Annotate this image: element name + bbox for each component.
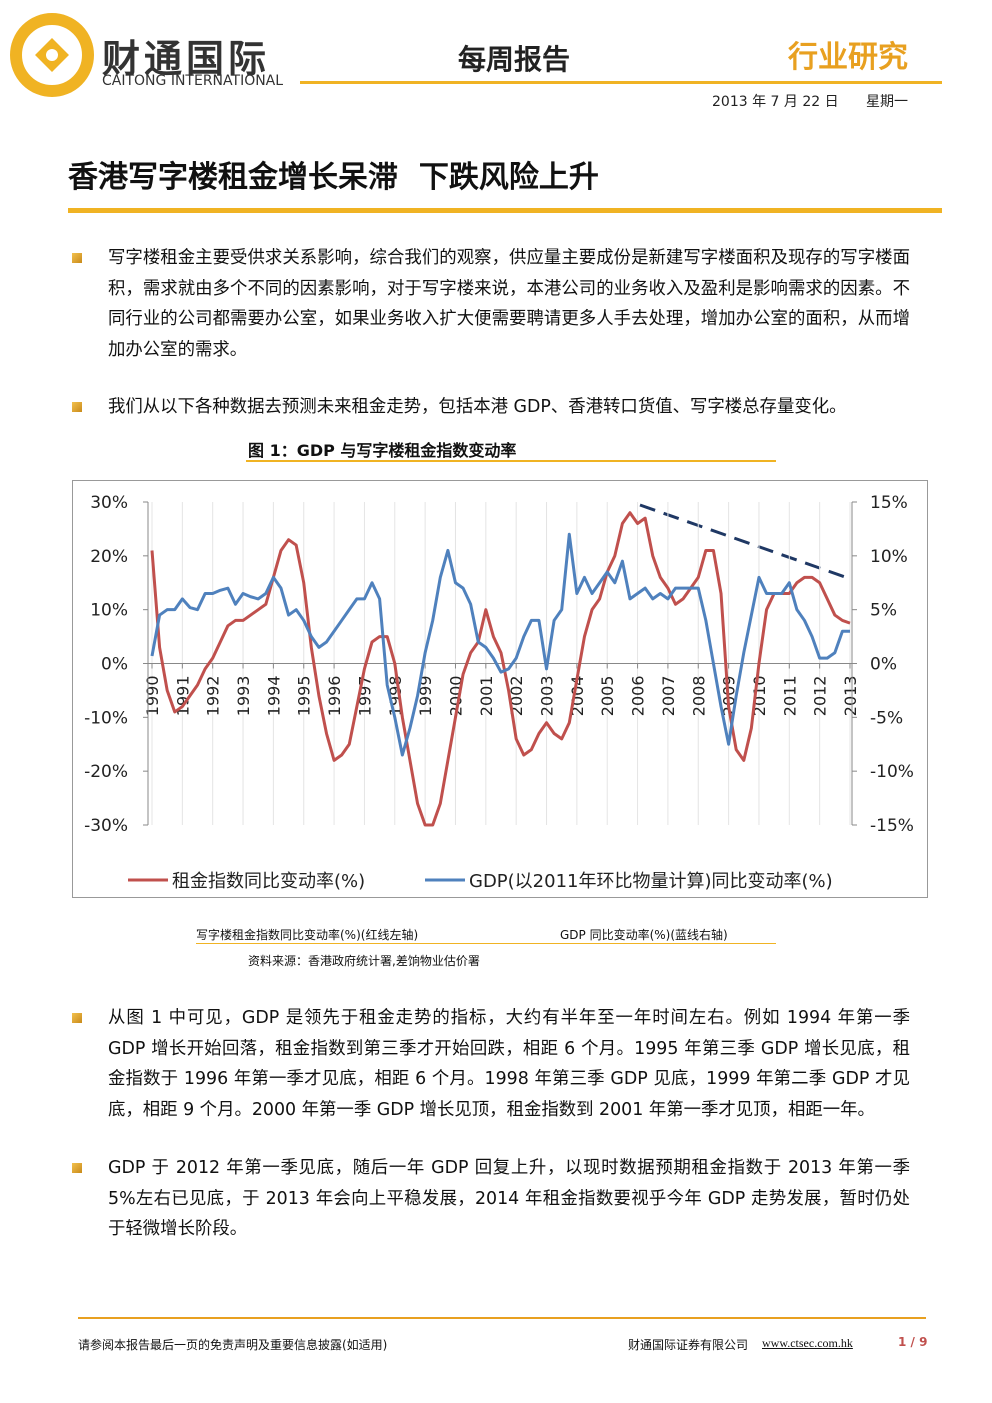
y-tick-label: 30%	[90, 493, 128, 513]
footer-company: 财通国际证券有限公司	[628, 1338, 749, 1352]
figure-note: 写字楼租金指数同比变动率(%)(红线左轴)	[196, 928, 419, 942]
section: 行业研究	[788, 40, 908, 75]
x-tick-label: 1992	[204, 676, 223, 717]
title: 香港写字楼租金增长呆滞 下跌风险上升	[68, 160, 599, 195]
chart-frame	[72, 480, 928, 898]
bullet	[72, 253, 82, 263]
y-tick-label: 10%	[90, 601, 128, 621]
report-type: 每周报告	[458, 43, 571, 76]
y2-tick-label: 5%	[870, 601, 897, 621]
x-tick-label: 1994	[264, 676, 283, 717]
x-tick-label: 2012	[811, 676, 830, 717]
paragraph: 我们从以下各种数据去预测未来租金走势，包括本港 GDP、香港转口货值、写字楼总存…	[108, 397, 847, 417]
x-tick-label: 2001	[477, 676, 496, 717]
date: 2013 年 7 月 22 日	[712, 94, 839, 110]
trend-line	[639, 503, 849, 580]
footer-disclaimer: 请参阅本报告最后一页的免责声明及重要信息披露(如适用)	[78, 1338, 388, 1352]
x-tick-label: 1991	[173, 676, 192, 717]
x-tick-label: 1993	[234, 676, 253, 717]
bullet	[72, 1013, 82, 1023]
y-tick-label: -20%	[84, 762, 128, 782]
bullet	[72, 402, 82, 412]
paragraph: 从图 1 中可见，GDP 是领先于租金走势的指标，大约有半年至一年时间左右。例如…	[108, 1008, 910, 1120]
y-tick-label: -10%	[84, 708, 128, 728]
y2-tick-label: -15%	[870, 816, 914, 836]
header-rule	[300, 81, 942, 84]
footer-rule	[78, 1317, 926, 1319]
series-line	[150, 532, 850, 757]
x-tick-label: 2005	[598, 676, 617, 717]
weekday: 星期一	[866, 94, 908, 110]
paragraph: GDP 于 2012 年第一季见底，随后一年 GDP 回复上升，以现时数据预期租…	[108, 1158, 910, 1239]
logo-name: 财通国际	[102, 37, 271, 81]
y2-tick-label: 15%	[870, 493, 908, 513]
logo-en: CAITONG INTERNATIONAL	[102, 73, 284, 89]
x-tick-label: 2013	[841, 676, 860, 717]
caption-rule	[246, 460, 776, 462]
logo-emblem	[10, 13, 94, 97]
title-rule	[68, 208, 942, 213]
y-tick-label: -30%	[84, 816, 128, 836]
x-tick-label: 2007	[659, 676, 678, 717]
paragraph: 写字楼租金主要受供求关系影响，综合我们的观察，供应量主要成份是新建写字楼面积及现…	[108, 248, 910, 360]
x-tick-label: 1999	[416, 676, 435, 717]
chart: 1990 1991 1992 1993 1994 1995 1996 1997 1998 1999…	[72, 480, 928, 898]
page-number: 1 / 9	[898, 1335, 928, 1349]
x-tick-label: 2003	[538, 676, 557, 717]
y2-tick-label: -5%	[870, 708, 903, 728]
figure-caption: 图 1：GDP 与写字楼租金指数变动率	[248, 441, 517, 460]
y-tick-label: 0%	[101, 655, 128, 675]
note-rule	[196, 943, 776, 944]
bullet	[72, 1163, 82, 1173]
series-line	[150, 511, 851, 827]
x-tick-label: 2008	[689, 676, 708, 717]
y2-tick-label: 10%	[870, 547, 908, 567]
x-tick-label: 1990	[143, 676, 162, 717]
footer-url: www.ctsec.com.hk	[762, 1336, 853, 1350]
x-tick-label: 2006	[629, 676, 648, 717]
y2-tick-label: 0%	[870, 655, 897, 675]
legend-label: GDP(以2011年环比物量计算)同比变动率(%)	[469, 871, 833, 892]
x-tick-label: 2011	[780, 676, 799, 717]
y2-tick-label: -10%	[870, 762, 914, 782]
x-tick-label: 1995	[295, 676, 314, 717]
figure-source: 资料来源：香港政府统计署,差饷物业估价署	[248, 954, 480, 968]
legend-label: 租金指数同比变动率(%)	[172, 871, 365, 892]
y-tick-label: 20%	[90, 547, 128, 567]
figure-note: GDP 同比变动率(%)(蓝线右轴)	[560, 928, 728, 942]
x-tick-label: 1996	[325, 676, 344, 717]
